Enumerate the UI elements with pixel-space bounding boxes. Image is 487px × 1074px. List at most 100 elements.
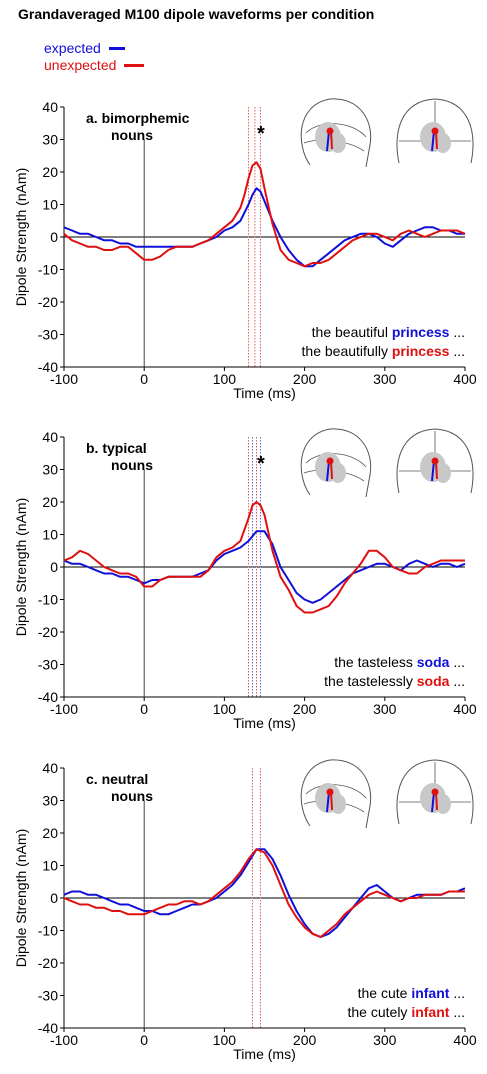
x-tick-label: 300 xyxy=(373,1032,397,1048)
y-tick-label: 10 xyxy=(42,197,58,213)
significance-marker: * xyxy=(257,123,265,145)
x-axis-label: Time (ms) xyxy=(233,1046,295,1062)
panel-title-line: nouns xyxy=(111,127,153,143)
series-line-expected xyxy=(63,848,466,938)
dipole-source-icon xyxy=(326,788,334,796)
panel-title-line: c. neutral xyxy=(86,771,148,787)
activation-region-icon xyxy=(435,794,451,814)
annotation-target-word: infant xyxy=(411,1004,449,1020)
y-tick-label: 0 xyxy=(50,890,58,906)
legend: expected unexpected xyxy=(44,40,145,74)
x-tick-label: 100 xyxy=(213,701,237,717)
annotation-line: the beautiful princess ... xyxy=(312,324,465,340)
y-tick-label: 40 xyxy=(42,760,58,776)
activation-region-icon xyxy=(435,463,451,483)
x-tick-label: -100 xyxy=(50,701,78,717)
dipole-vector-icon xyxy=(326,460,330,482)
legend-swatch-expected xyxy=(108,47,125,50)
significance-marker: * xyxy=(257,453,265,475)
dipole-vector-icon xyxy=(431,791,435,813)
y-tick-label: 20 xyxy=(42,164,58,180)
x-tick-label: 300 xyxy=(373,701,397,717)
x-tick-label: 100 xyxy=(213,371,237,387)
x-tick-label: -100 xyxy=(50,371,78,387)
panel-title-line: a. bimorphemic xyxy=(86,110,190,126)
x-tick-label: 0 xyxy=(140,701,148,717)
head-outline-icon xyxy=(396,428,474,494)
head-outline-icon xyxy=(300,428,372,498)
y-tick-label: -20 xyxy=(38,624,58,640)
legend-label-unexpected: unexpected xyxy=(44,57,117,73)
annotation-line: the beautifully princess ... xyxy=(302,343,465,359)
dipole-vector-icon xyxy=(431,460,435,482)
activation-region-icon xyxy=(330,133,346,153)
y-tick-label: -10 xyxy=(38,923,58,939)
brain-fold-icon xyxy=(305,453,367,468)
legend-swatch-unexpected xyxy=(124,64,145,67)
x-tick-label: -100 xyxy=(50,1032,78,1048)
y-tick-label: -30 xyxy=(38,327,58,343)
y-axis-label: Dipole Strength (nAm) xyxy=(13,498,29,637)
annotation-target-word: princess xyxy=(392,324,450,340)
dipole-source-icon xyxy=(326,127,334,135)
y-tick-label: 10 xyxy=(42,527,58,543)
y-tick-label: -20 xyxy=(38,294,58,310)
x-tick-label: 0 xyxy=(140,371,148,387)
x-tick-label: 200 xyxy=(293,1032,317,1048)
head-outline-icon xyxy=(300,759,372,829)
x-tick-label: 200 xyxy=(293,371,317,387)
y-tick-label: 0 xyxy=(50,559,58,575)
activation-region-icon xyxy=(330,463,346,483)
y-tick-label: 0 xyxy=(50,229,58,245)
head-outline-icon xyxy=(300,98,372,168)
series-line-unexpected xyxy=(63,161,466,268)
x-tick-label: 400 xyxy=(453,371,477,387)
series-line-expected xyxy=(63,187,465,268)
annotation-prefix: the cute xyxy=(358,985,412,1001)
panel-title-line: b. typical xyxy=(86,440,147,456)
y-tick-label: 30 xyxy=(42,793,58,809)
x-tick-label: 400 xyxy=(453,701,477,717)
y-tick-label: -20 xyxy=(38,955,58,971)
legend-item-unexpected: unexpected xyxy=(44,57,145,74)
annotation-target-word: soda xyxy=(417,654,450,670)
x-tick-label: 0 xyxy=(140,1032,148,1048)
x-tick-label: 400 xyxy=(453,1032,477,1048)
y-axis-label: Dipole Strength (nAm) xyxy=(13,829,29,968)
panel-title-line: nouns xyxy=(111,457,153,473)
x-tick-label: 200 xyxy=(293,701,317,717)
y-tick-label: 20 xyxy=(42,494,58,510)
activation-region-icon xyxy=(330,794,346,814)
annotation-prefix: the tastelessly xyxy=(324,673,417,689)
annotation-suffix: ... xyxy=(449,324,465,340)
brain-fold-icon xyxy=(305,784,367,799)
head-outline-icon xyxy=(396,759,474,825)
dipole-source-icon xyxy=(431,788,439,796)
brain-fold-icon xyxy=(305,123,367,138)
annotation-line: the cutely infant ... xyxy=(348,1004,466,1020)
y-tick-label: 40 xyxy=(42,99,58,115)
y-tick-label: -40 xyxy=(38,1020,58,1036)
dipole-source-icon xyxy=(431,457,439,465)
series-line-unexpected xyxy=(63,501,465,614)
y-tick-label: -30 xyxy=(38,657,58,673)
annotation-line: the tastelessly soda ... xyxy=(324,673,465,689)
x-tick-label: 300 xyxy=(373,371,397,387)
annotation-target-word: princess xyxy=(392,343,450,359)
y-tick-label: -10 xyxy=(38,262,58,278)
annotation-suffix: ... xyxy=(449,673,465,689)
panel-title-line: nouns xyxy=(111,788,153,804)
y-tick-label: -40 xyxy=(38,359,58,375)
annotation-target-word: soda xyxy=(417,673,450,689)
dipole-vector-icon xyxy=(431,130,435,152)
annotation-target-word: infant xyxy=(411,985,449,1001)
annotation-suffix: ... xyxy=(449,1004,465,1020)
y-tick-label: -10 xyxy=(38,592,58,608)
x-axis-label: Time (ms) xyxy=(233,715,295,731)
dipole-source-icon xyxy=(431,127,439,135)
annotation-line: the tasteless soda ... xyxy=(334,654,465,670)
activation-region-icon xyxy=(435,133,451,153)
